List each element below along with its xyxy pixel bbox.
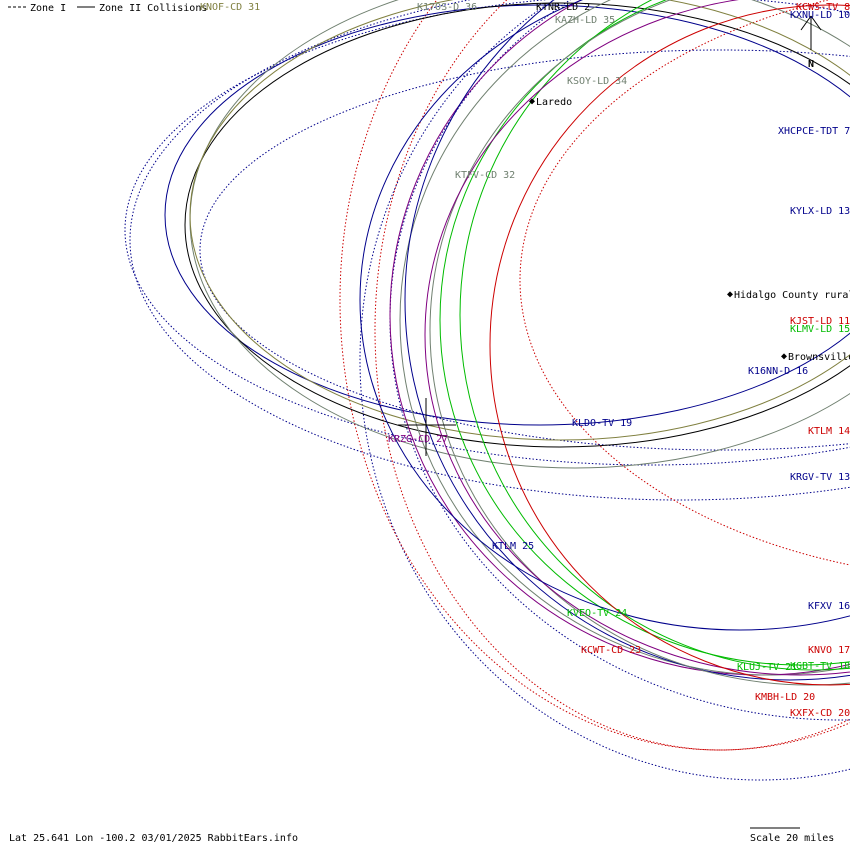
city-label-laredo: Laredo <box>536 97 572 108</box>
station-label-ktlm-25[interactable]: KTLM 25 <box>492 541 534 552</box>
crosshair <box>398 398 456 456</box>
station-label-kjst-ld-11[interactable]: KJST-LD 11 <box>790 316 850 327</box>
station-label-kcws-tv-8[interactable]: KCWS-TV 8 <box>796 2 850 13</box>
station-label-ksoy-ld-34[interactable]: KSOY-LD 34 <box>567 76 627 87</box>
station-label-kfxv-16[interactable]: KFXV 16 <box>808 601 850 612</box>
contour-solid <box>189 0 850 441</box>
city-markers: ◆ Laredo◆ Hidalgo County rural◆ Brownsville <box>529 96 850 363</box>
north-label: N <box>808 59 814 70</box>
coverage-contours <box>124 0 850 781</box>
contour-dotted <box>199 49 850 451</box>
legend-zone1-label: Zone I <box>30 3 66 14</box>
station-label-kluj-tv-21[interactable]: KLUJ-TV 21 <box>737 662 797 673</box>
station-label-kldo-tv-19[interactable]: KLDO-TV 19 <box>572 418 632 429</box>
station-label-krzg-cd-27[interactable]: KRZG-CD 27 <box>388 434 448 445</box>
contour-solid <box>459 0 850 671</box>
contour-solid <box>359 0 850 631</box>
station-label-kgbt-tv-18[interactable]: KGBT-TV 18 <box>790 661 850 672</box>
contour-dotted <box>374 0 850 751</box>
station-label-knof-cd-31[interactable]: KNOF-CD 31 <box>200 2 260 13</box>
contour-solid <box>429 0 850 686</box>
station-label-krgv-tv-13[interactable]: KRGV-TV 13 <box>790 472 850 483</box>
contour-solid <box>424 0 850 676</box>
station-label-kazh-ld-35[interactable]: KAZH-LD 35 <box>555 15 615 26</box>
station-label-klmv-ld-15[interactable]: KLMV-LD 15 <box>790 324 850 335</box>
station-label-kxnu-ld-10[interactable]: KXNU-LD 10 <box>790 10 850 21</box>
station-label-kylx-ld-13[interactable]: KYLX-LD 13 <box>790 206 850 217</box>
contour-solid <box>404 0 850 681</box>
contour-solid <box>389 0 850 676</box>
north-arrow-icon <box>800 15 822 50</box>
station-label-knvo-17[interactable]: KNVO 17 <box>808 645 850 656</box>
station-label-k17os-d-36[interactable]: K17OS-D 36 <box>417 2 477 13</box>
contour-solid <box>439 0 850 666</box>
station-label-ktfv-cd-32[interactable]: KTFV-CD 32 <box>455 170 515 181</box>
city-label-brownsville: Brownsville <box>788 352 850 363</box>
legend-zone2-label: Zone II Collisions <box>99 3 207 14</box>
scale-label: Scale 20 miles <box>750 833 834 844</box>
station-label-ktlm-14[interactable]: KTLM 14 <box>808 426 850 437</box>
city-marker-icon: ◆ <box>727 289 733 300</box>
station-label-xhcpce-tdt-7[interactable]: XHCPCE-TDT 7 <box>778 126 850 137</box>
contour-dotted <box>124 0 850 466</box>
station-label-kxfx-cd-20[interactable]: KXFX-CD 20 <box>790 708 850 719</box>
station-label-k16nn-d-16[interactable]: K16NN-D 16 <box>748 366 808 377</box>
contour-solid <box>189 0 850 469</box>
station-label-ktnr-ld-2[interactable]: KTNR-LD 2 <box>536 2 590 13</box>
station-label-kcwt-cd-23[interactable]: KCWT-CD 23 <box>581 645 641 656</box>
city-label-hidalgo-county-rural: Hidalgo County rural <box>734 290 850 301</box>
contour-solid <box>489 4 850 686</box>
footer-coordinates: Lat 25.641 Lon -100.2 03/01/2025 RabbitE… <box>9 833 298 844</box>
contour-solid <box>184 2 850 448</box>
contour-solid <box>164 4 850 426</box>
contour-dotted <box>339 0 850 751</box>
city-marker-icon: ◆ <box>781 351 787 362</box>
legend: Zone I Zone II Collisions <box>0 0 207 14</box>
station-label-kmbh-ld-20[interactable]: KMBH-LD 20 <box>755 692 815 703</box>
city-marker-icon: ◆ <box>529 96 535 107</box>
contour-solid <box>399 0 850 676</box>
contour-dotted <box>129 0 850 501</box>
station-label-kveo-tv-24[interactable]: KVEO-TV 24 <box>567 608 627 619</box>
